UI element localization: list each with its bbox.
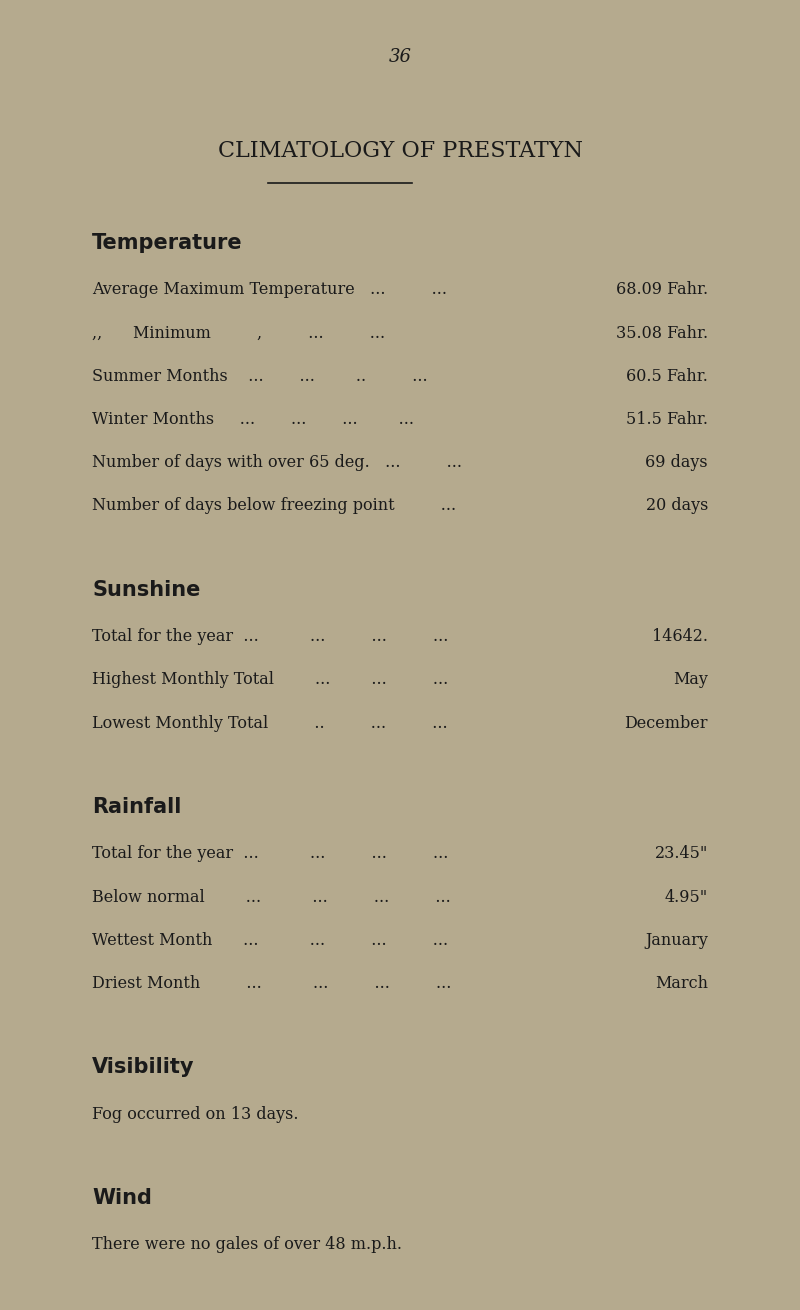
Text: Highest Monthly Total        ...        ...         ...: Highest Monthly Total ... ... ... <box>92 672 448 688</box>
Text: 51.5 Fahr.: 51.5 Fahr. <box>626 411 708 428</box>
Text: CLIMATOLOGY OF PRESTATYN: CLIMATOLOGY OF PRESTATYN <box>218 140 582 162</box>
Text: Fog occurred on 13 days.: Fog occurred on 13 days. <box>92 1106 298 1123</box>
Text: Temperature: Temperature <box>92 233 242 253</box>
Text: 60.5 Fahr.: 60.5 Fahr. <box>626 368 708 385</box>
Text: Summer Months    ...       ...        ..         ...: Summer Months ... ... .. ... <box>92 368 428 385</box>
Text: March: March <box>655 975 708 992</box>
Text: 14642.: 14642. <box>652 629 708 645</box>
Text: Total for the year  ...          ...         ...         ...: Total for the year ... ... ... ... <box>92 845 448 862</box>
Text: Driest Month         ...          ...         ...         ...: Driest Month ... ... ... ... <box>92 975 451 992</box>
Text: 35.08 Fahr.: 35.08 Fahr. <box>616 325 708 342</box>
Text: 68.09 Fahr.: 68.09 Fahr. <box>616 282 708 299</box>
Text: Rainfall: Rainfall <box>92 798 182 817</box>
Text: Total for the year  ...          ...         ...         ...: Total for the year ... ... ... ... <box>92 629 448 645</box>
Text: Below normal        ...          ...         ...         ...: Below normal ... ... ... ... <box>92 888 450 905</box>
Text: ,,      Minimum         ,         ...         ...: ,, Minimum , ... ... <box>92 325 385 342</box>
Text: May: May <box>673 672 708 688</box>
Text: Wettest Month      ...          ...         ...         ...: Wettest Month ... ... ... ... <box>92 931 448 948</box>
Text: There were no gales of over 48 m.p.h.: There were no gales of over 48 m.p.h. <box>92 1237 402 1254</box>
Text: Number of days below freezing point         ...: Number of days below freezing point ... <box>92 498 456 515</box>
Text: Visibility: Visibility <box>92 1057 194 1078</box>
Text: Sunshine: Sunshine <box>92 580 200 600</box>
Text: Winter Months     ...       ...       ...        ...: Winter Months ... ... ... ... <box>92 411 414 428</box>
Text: Lowest Monthly Total         ..         ...         ...: Lowest Monthly Total .. ... ... <box>92 715 448 731</box>
Text: January: January <box>645 931 708 948</box>
Text: 20 days: 20 days <box>646 498 708 515</box>
Text: 69 days: 69 days <box>646 455 708 472</box>
Text: 4.95": 4.95" <box>665 888 708 905</box>
Text: 23.45": 23.45" <box>654 845 708 862</box>
Text: Number of days with over 65 deg.   ...         ...: Number of days with over 65 deg. ... ... <box>92 455 462 472</box>
Text: December: December <box>625 715 708 731</box>
Text: Average Maximum Temperature   ...         ...: Average Maximum Temperature ... ... <box>92 282 447 299</box>
Text: Wind: Wind <box>92 1188 152 1208</box>
Text: 36: 36 <box>389 48 411 67</box>
